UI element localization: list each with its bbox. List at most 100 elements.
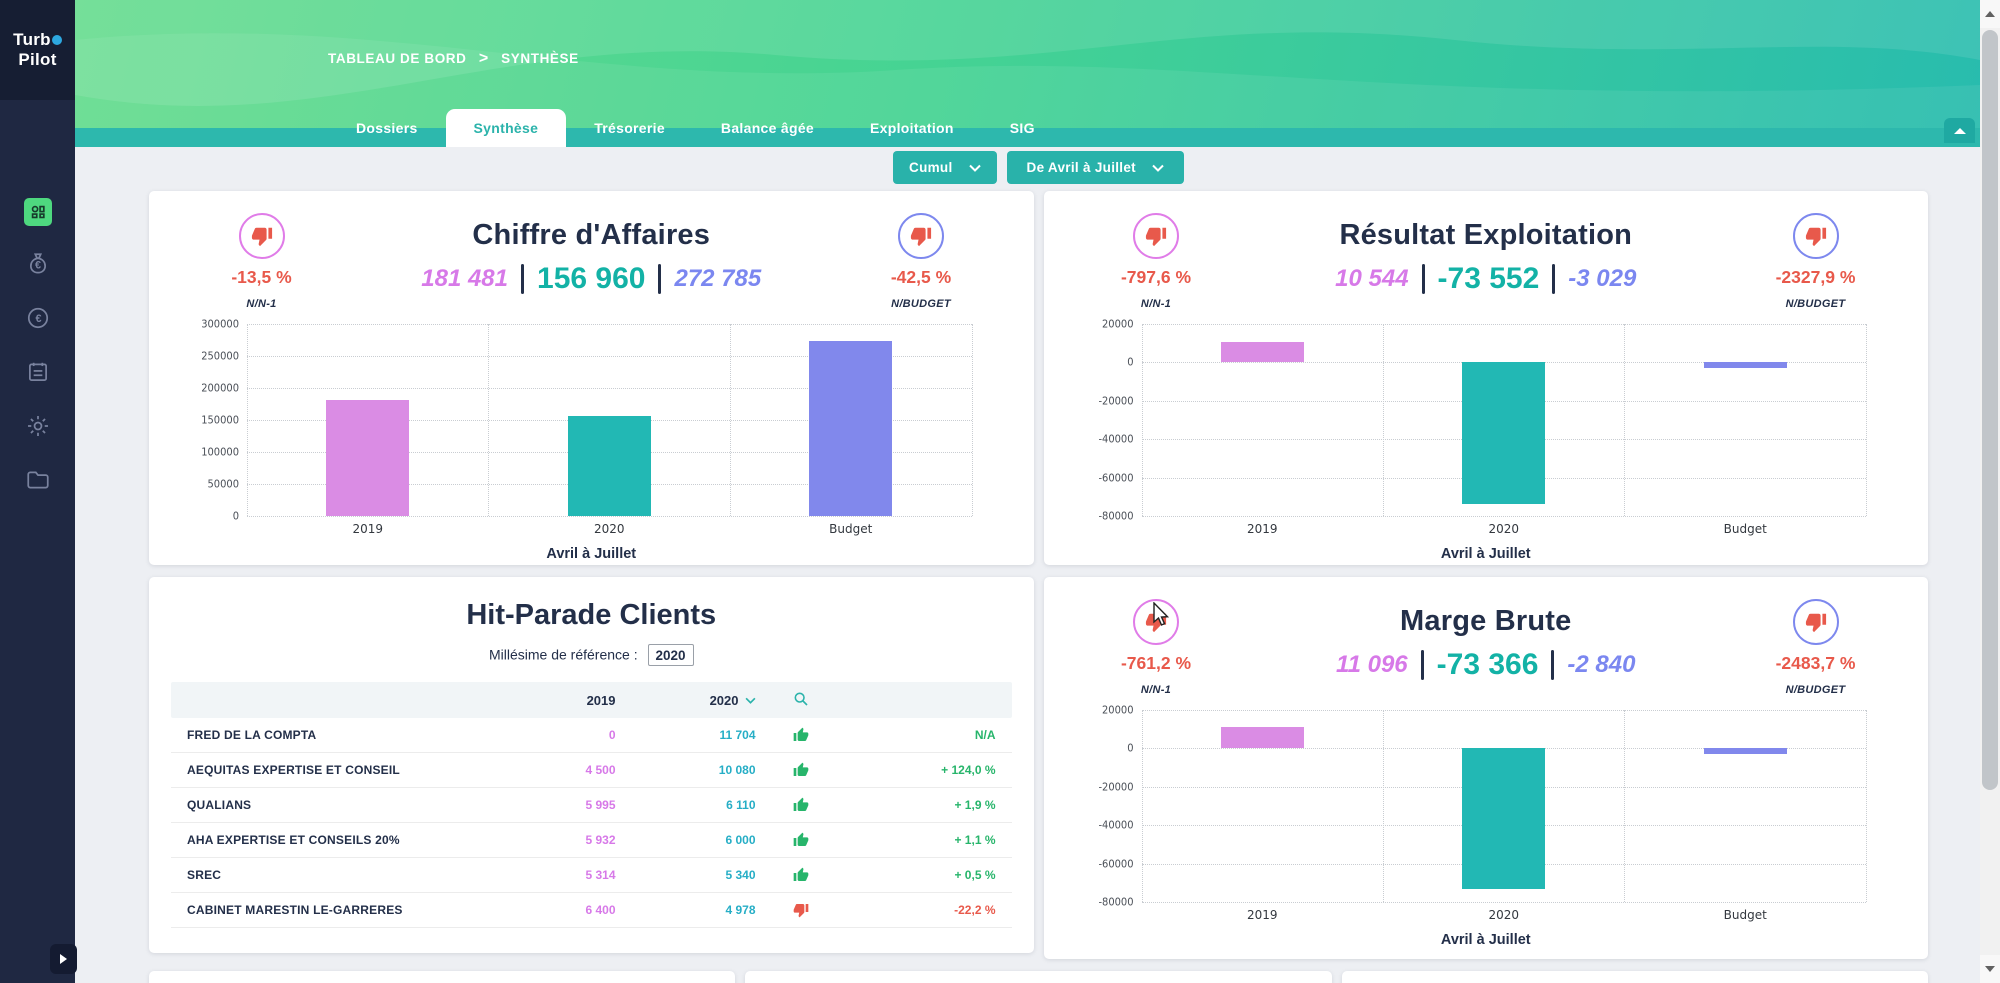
- x-tick-label: 2020: [1488, 522, 1520, 536]
- value-previous-year: 10 544: [1335, 265, 1409, 292]
- bar-2019: [1220, 727, 1304, 749]
- kpi-nn1: -761,2 % N/N-1: [1074, 593, 1239, 696]
- kpi-caption: N/N-1: [1140, 298, 1172, 310]
- vertical-scrollbar[interactable]: [1980, 0, 2000, 983]
- tab-tresorerie[interactable]: Trésorerie: [594, 120, 665, 136]
- column-header-2020[interactable]: 2020: [616, 693, 756, 708]
- vertical-gridline: [1866, 710, 1867, 902]
- sort-chevron-down-icon: [745, 697, 755, 704]
- gridline: [247, 387, 972, 389]
- y-tick-label: 50000: [207, 477, 239, 491]
- app-logo[interactable]: Turb Pilot: [0, 0, 75, 100]
- value-separator: [1420, 650, 1424, 680]
- chevron-right-icon: [60, 954, 67, 964]
- column-header-2019[interactable]: 2019: [586, 692, 616, 708]
- search-button[interactable]: [756, 691, 846, 710]
- sidebar-item-money[interactable]: €: [0, 239, 75, 293]
- tab-synthese[interactable]: Synthèse: [445, 109, 567, 147]
- client-name: CABINET MARESTIN LE-GARRERES: [187, 903, 403, 917]
- chevron-down-icon: [968, 164, 981, 172]
- y-tick-label: -60000: [1098, 471, 1134, 485]
- table-row[interactable]: CABINET MARESTIN LE-GARRERES 6 400 4 978…: [171, 893, 1012, 928]
- x-axis-categories: 2019 2020 Budget: [1142, 522, 1867, 536]
- card-hit-parade-clients: Hit-Parade Clients Millésime de référenc…: [149, 577, 1034, 953]
- dashboard-icon: [23, 198, 52, 226]
- scroll-up-icon: [1985, 11, 1995, 17]
- card-partial-1: [149, 971, 736, 983]
- tab-exploitation[interactable]: Exploitation: [870, 120, 954, 136]
- value-2020: 11 704: [719, 728, 756, 742]
- tab-balance-agee[interactable]: Balance âgée: [720, 120, 815, 136]
- value-2020: 6 110: [726, 798, 756, 812]
- x-tick-label: Budget: [1723, 522, 1767, 536]
- scroll-down-icon: [1985, 966, 1995, 972]
- trend-thumb-icon: [756, 727, 846, 743]
- card-marge-brute: -761,2 % N/N-1 Marge Brute 11 096 -73 36…: [1043, 577, 1928, 959]
- card-title: Résultat Exploitation: [1339, 219, 1633, 251]
- report-icon: [25, 359, 51, 390]
- table-row[interactable]: SREC 5 314 5 340 + 0,5 %: [171, 858, 1012, 893]
- value-separator: [521, 264, 525, 294]
- sidebar-expand-button[interactable]: [50, 944, 77, 974]
- bar-chart-chiffre-affaires: 300000 250000 200000 150000 100000 50000 0: [189, 318, 973, 523]
- client-name: FRED DE LA COMPTA: [187, 728, 317, 742]
- change-percent: + 1,9 %: [954, 798, 996, 812]
- breadcrumb: TABLEAU DE BORD > SYNTHÈSE: [328, 50, 579, 68]
- kpi-nn1: -797,6 % N/N-1: [1074, 207, 1239, 310]
- table-row[interactable]: AEQUITAS EXPERTISE ET CONSEIL 4 500 10 0…: [171, 753, 1012, 788]
- scroll-down-button[interactable]: [1980, 955, 2000, 983]
- value-2019: 6 400: [585, 903, 616, 917]
- y-axis: 300000 250000 200000 150000 100000 50000 0: [189, 318, 247, 523]
- cards-row-2: Hit-Parade Clients Millésime de référenc…: [149, 577, 1928, 959]
- euro-coin-icon: €: [25, 305, 51, 336]
- logo-dot: [51, 35, 62, 45]
- vertical-gridline: [1624, 710, 1626, 902]
- breadcrumb-parent[interactable]: TABLEAU DE BORD: [328, 51, 467, 66]
- sidebar-item-folder[interactable]: [0, 455, 75, 509]
- bar-budget: [1703, 748, 1787, 754]
- gridline: [247, 356, 972, 357]
- reference-year-input[interactable]: [647, 644, 694, 666]
- sidebar-item-euro[interactable]: €: [0, 293, 75, 347]
- y-tick-label: 0: [232, 509, 239, 523]
- scrollbar-thumb[interactable]: [1982, 30, 1998, 790]
- y-tick-label: 0: [1127, 355, 1134, 369]
- value-separator: [1551, 650, 1555, 680]
- vertical-gridline: [729, 324, 731, 516]
- tab-bar: Dossiers Synthèse Trésorerie Balance âgé…: [328, 109, 1063, 147]
- change-percent: + 0,5 %: [954, 868, 996, 882]
- tab-dossiers[interactable]: Dossiers: [356, 120, 418, 136]
- cumul-dropdown[interactable]: Cumul: [893, 151, 997, 184]
- sidebar-item-report[interactable]: [0, 347, 75, 401]
- bar-budget: [1703, 362, 1787, 369]
- vertical-gridline: [247, 324, 248, 516]
- value-2020: 4 978: [725, 903, 756, 917]
- kpi-nbudget: -2327,9 % N/BUDGET: [1733, 207, 1898, 310]
- tab-sig[interactable]: SIG: [1009, 120, 1035, 136]
- kpi-value: -2327,9 %: [1775, 267, 1856, 287]
- kpi-caption: N/BUDGET: [1785, 684, 1846, 696]
- table-row[interactable]: AHA EXPERTISE ET CONSEILS 20% 5 932 6 00…: [171, 823, 1012, 858]
- table-row[interactable]: QUALIANS 5 995 6 110 + 1,9 %: [171, 788, 1012, 823]
- x-tick-label: 2019: [1246, 908, 1278, 922]
- y-tick-label: 300000: [201, 317, 239, 331]
- value-2020: 6 000: [725, 833, 756, 847]
- sidebar-item-dashboard[interactable]: [0, 185, 75, 239]
- table-row[interactable]: FRED DE LA COMPTA 0 11 704 N/A: [171, 718, 1012, 753]
- breadcrumb-current: SYNTHÈSE: [501, 51, 579, 66]
- trend-thumb-icon: [756, 832, 846, 848]
- period-dropdown[interactable]: De Avril à Juillet: [1006, 151, 1184, 184]
- trend-thumb-icon: [756, 867, 846, 883]
- x-axis-label: Avril à Juillet: [1440, 546, 1531, 562]
- logo-line2: Pilot: [18, 50, 57, 69]
- gridline: [1141, 324, 1866, 325]
- y-tick-label: 20000: [1102, 703, 1134, 717]
- client-name: AHA EXPERTISE ET CONSEILS 20%: [187, 833, 400, 847]
- header-collapse-button[interactable]: [1944, 118, 1975, 143]
- x-tick-label: 2019: [1246, 522, 1278, 536]
- scroll-up-button[interactable]: [1980, 0, 2000, 28]
- change-percent: -22,2 %: [954, 903, 996, 917]
- sidebar-item-settings[interactable]: [0, 401, 75, 455]
- x-tick-label: 2020: [593, 522, 625, 536]
- x-axis-label: Avril à Juillet: [1440, 932, 1531, 948]
